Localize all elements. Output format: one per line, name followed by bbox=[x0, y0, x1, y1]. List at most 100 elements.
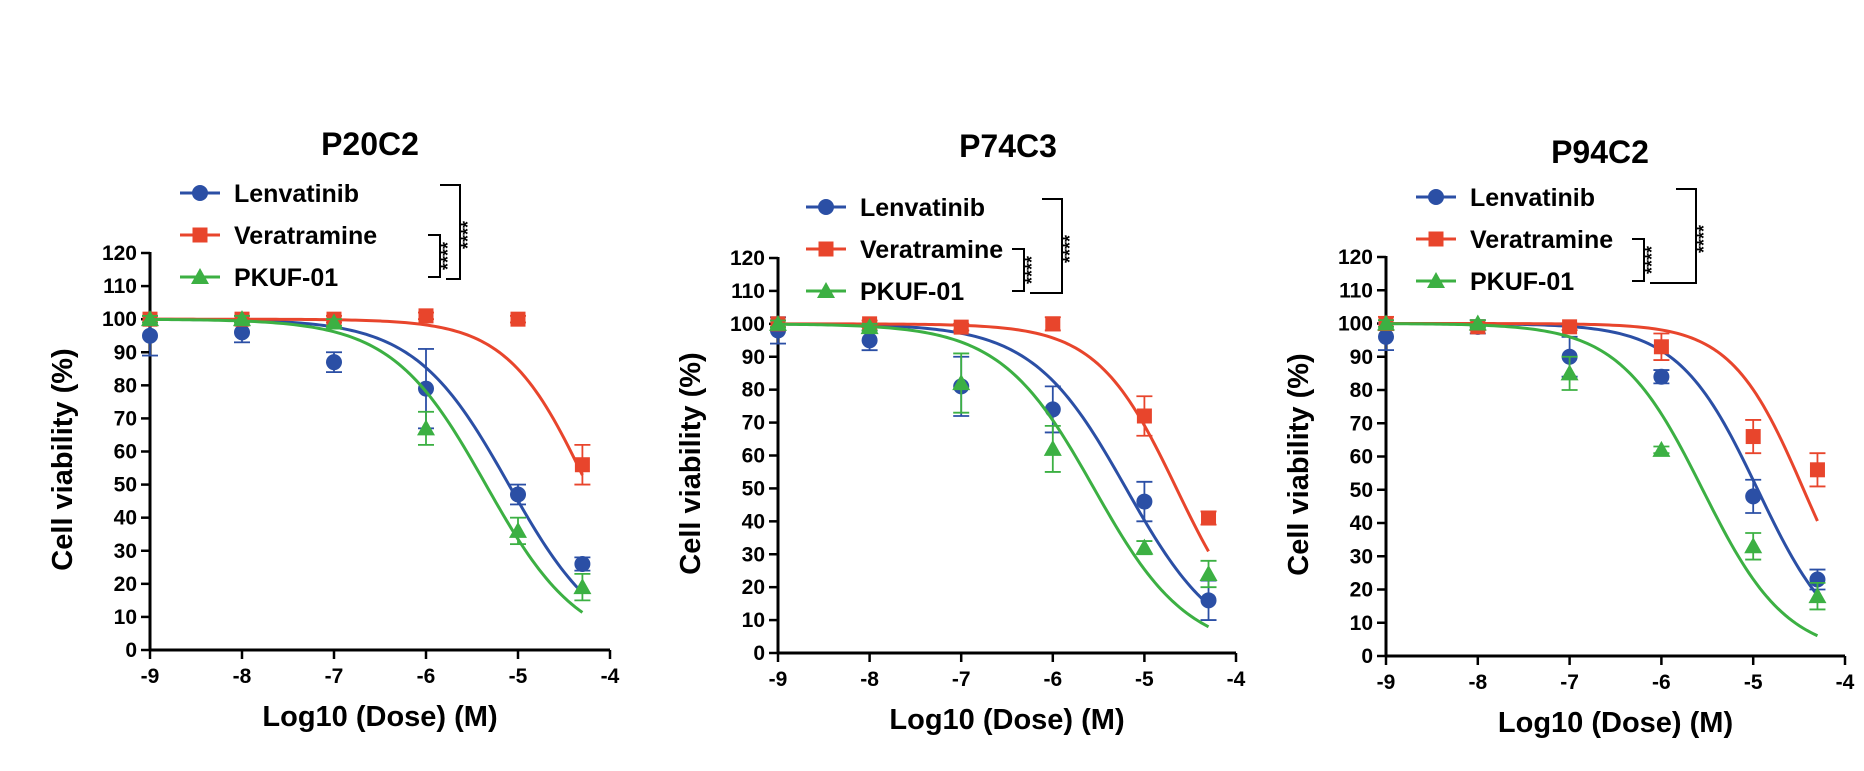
y-tick-label: 100 bbox=[1338, 313, 1373, 336]
y-tick-label: 50 bbox=[114, 474, 137, 497]
data-point bbox=[1135, 538, 1154, 555]
legend-marker bbox=[192, 227, 208, 243]
x-tick-label: -8 bbox=[860, 668, 879, 691]
y-tick-label: 120 bbox=[1338, 246, 1373, 269]
x-tick-label: -5 bbox=[509, 665, 528, 688]
data-point bbox=[1136, 408, 1152, 424]
x-tick-label: -8 bbox=[233, 665, 252, 688]
data-point bbox=[769, 314, 787, 331]
data-point bbox=[1562, 319, 1578, 335]
y-tick-label: 120 bbox=[730, 247, 765, 270]
data-point bbox=[1377, 314, 1395, 331]
y-tick-label: 60 bbox=[114, 441, 137, 464]
y-tick-label: 20 bbox=[114, 573, 137, 596]
series-pkuf-01: PKUF-01 bbox=[1377, 268, 1827, 638]
x-axis-label: Log10 (Dose) (M) bbox=[1498, 707, 1733, 739]
x-axis-label: Log10 (Dose) (M) bbox=[262, 701, 497, 733]
data-point bbox=[953, 319, 969, 335]
y-tick-label: 40 bbox=[1350, 512, 1373, 535]
x-tick-label: -6 bbox=[1652, 671, 1671, 694]
y-tick-label: 90 bbox=[1350, 346, 1373, 369]
legend-label: PKUF-01 bbox=[234, 264, 338, 292]
series-veratramine: Veratramine bbox=[142, 222, 591, 486]
data-point bbox=[1200, 592, 1217, 609]
y-tick-label: 60 bbox=[1350, 446, 1373, 469]
fit-curve bbox=[777, 322, 1210, 606]
data-point bbox=[509, 521, 527, 538]
data-point bbox=[510, 486, 526, 503]
x-tick-label: -6 bbox=[1043, 668, 1062, 691]
x-tick-label: -4 bbox=[1836, 671, 1855, 694]
significance-bracket-inner bbox=[1012, 248, 1025, 292]
data-point bbox=[1043, 439, 1062, 456]
data-point bbox=[141, 310, 159, 327]
x-tick-label: -6 bbox=[417, 665, 436, 688]
y-tick-label: 50 bbox=[1350, 479, 1373, 502]
y-axis-label: Cell viability (%) bbox=[1283, 353, 1315, 575]
data-point bbox=[1199, 565, 1218, 581]
y-tick-label: 70 bbox=[114, 407, 137, 430]
y-tick-label: 0 bbox=[753, 642, 765, 665]
y-axis-label: Cell viability (%) bbox=[675, 352, 707, 574]
x-tick-label: -5 bbox=[1744, 671, 1763, 694]
data-point bbox=[1808, 587, 1827, 604]
significance-label-outer: **** bbox=[1694, 225, 1714, 253]
data-point bbox=[574, 555, 591, 572]
x-tick-label: -9 bbox=[769, 668, 788, 691]
x-tick-label: -5 bbox=[1135, 668, 1154, 691]
y-tick-label: 10 bbox=[742, 609, 765, 632]
legend-label: PKUF-01 bbox=[860, 278, 964, 306]
chart-title: P20C2 bbox=[321, 126, 419, 162]
y-tick-label: 20 bbox=[1350, 579, 1373, 602]
y-tick-label: 110 bbox=[731, 280, 765, 303]
legend-label: Lenvatinib bbox=[860, 194, 985, 222]
data-point bbox=[860, 318, 879, 335]
y-tick-label: 110 bbox=[103, 275, 137, 298]
x-axis-label: Log10 (Dose) (M) bbox=[889, 704, 1124, 736]
fit-curve bbox=[1385, 322, 1819, 638]
legend-marker bbox=[817, 282, 835, 298]
y-tick-label: 60 bbox=[742, 445, 765, 468]
significance-bracket-inner bbox=[428, 234, 441, 278]
series-veratramine: Veratramine bbox=[770, 236, 1217, 553]
y-tick-label: 80 bbox=[1350, 379, 1373, 402]
y-tick-label: 10 bbox=[1350, 612, 1373, 635]
data-point bbox=[1652, 440, 1671, 457]
significance-bracket-outer bbox=[440, 184, 461, 280]
data-point bbox=[1653, 368, 1670, 385]
data-point bbox=[234, 324, 250, 341]
legend-marker bbox=[818, 241, 834, 257]
legend-marker bbox=[1427, 272, 1445, 288]
data-point bbox=[233, 310, 251, 327]
data-point bbox=[142, 327, 158, 344]
significance-label-inner: **** bbox=[1642, 246, 1662, 274]
data-point bbox=[326, 354, 342, 371]
data-point bbox=[325, 313, 343, 330]
chart-panel-p94c2: P94C2 0 10 20 30 40 50 60 70 80 90 100 110 120 -9 -8 -7 -… bbox=[1283, 134, 1855, 739]
significance-label-outer: **** bbox=[1060, 235, 1080, 263]
data-point bbox=[1809, 462, 1825, 478]
chart-panel-p20c2: P20C2 0 10 20 30 40 50 60 70 80 90 100 110 120 -9 -8 -7 -… bbox=[47, 126, 620, 733]
significance-label-inner: **** bbox=[1022, 256, 1042, 284]
data-point bbox=[417, 419, 435, 436]
series-pkuf-01: PKUF-01 bbox=[769, 278, 1218, 629]
y-tick-label: 120 bbox=[102, 242, 137, 265]
x-tick-label: -9 bbox=[141, 665, 160, 688]
legend-label: Veratramine bbox=[860, 236, 1003, 264]
x-tick-label: -7 bbox=[1560, 671, 1579, 694]
data-point bbox=[1745, 488, 1762, 505]
y-tick-label: 40 bbox=[114, 507, 137, 530]
y-tick-label: 70 bbox=[742, 412, 765, 435]
series-pkuf-01: PKUF-01 bbox=[141, 264, 592, 614]
fit-curve bbox=[777, 322, 1210, 629]
legend-marker bbox=[192, 185, 208, 201]
legend-label: Lenvatinib bbox=[1470, 184, 1595, 212]
legend-marker bbox=[191, 268, 209, 284]
y-tick-label: 10 bbox=[114, 606, 137, 629]
data-point bbox=[510, 311, 526, 327]
legend-label: Veratramine bbox=[234, 222, 377, 250]
y-tick-label: 0 bbox=[1361, 645, 1373, 668]
y-tick-label: 50 bbox=[742, 477, 765, 500]
legend-label: Lenvatinib bbox=[234, 180, 359, 208]
